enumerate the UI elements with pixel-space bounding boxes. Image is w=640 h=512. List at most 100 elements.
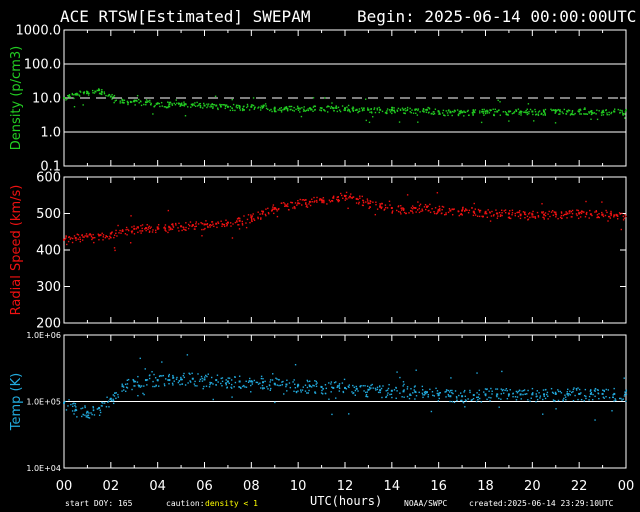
density-sample	[343, 109, 345, 111]
speed-sample	[271, 208, 274, 210]
density-sample	[300, 115, 303, 118]
speed-sample	[369, 202, 371, 205]
speed-sample	[372, 201, 374, 203]
speed-sample	[527, 219, 529, 221]
temp-sample	[451, 391, 453, 394]
density-sample	[103, 91, 106, 93]
temp-sample	[515, 390, 518, 393]
temp-sample	[227, 377, 229, 379]
temp-sample	[495, 395, 498, 397]
temp-sample	[438, 392, 441, 394]
speed-sample	[345, 197, 347, 199]
speed-sample	[472, 214, 475, 217]
density-sample	[156, 103, 158, 106]
speed-sample	[355, 202, 358, 204]
density-sample	[598, 110, 600, 112]
density-sample	[83, 92, 85, 95]
temp-sample	[438, 392, 440, 395]
temp-sample	[293, 390, 295, 392]
density-sample	[349, 111, 351, 113]
speed-sample	[209, 224, 211, 226]
temp-sample	[567, 388, 569, 391]
speed-sample	[531, 212, 533, 215]
temp-sample	[315, 380, 318, 383]
temp-sample	[623, 377, 625, 379]
speed-point	[133, 227, 136, 230]
temp-sample	[484, 394, 487, 397]
temp-sample	[137, 375, 139, 378]
temp-sample	[557, 399, 560, 402]
temp-sample	[308, 384, 311, 386]
speed-sample	[402, 209, 405, 211]
speed-sample	[400, 207, 402, 210]
temp-sample	[264, 380, 266, 383]
density-sample	[417, 109, 419, 112]
temp-sample	[64, 400, 66, 403]
speed-sample	[552, 214, 555, 216]
density-sample	[472, 114, 474, 116]
speed-sample	[602, 215, 605, 218]
speed-sample	[157, 224, 160, 226]
density-sample	[499, 114, 502, 116]
speed-sample	[471, 207, 473, 209]
temp-sample	[355, 385, 357, 388]
speed-sample	[391, 210, 394, 212]
temp-sample	[87, 416, 90, 419]
density-point	[472, 110, 475, 113]
temp-sample	[365, 394, 368, 396]
temp-sample	[458, 394, 460, 397]
temp-sample	[338, 384, 340, 387]
density-sample	[87, 94, 90, 96]
density-sample	[559, 110, 561, 112]
speed-sample	[379, 203, 382, 205]
density-sample	[526, 111, 529, 114]
density-sample	[285, 106, 288, 108]
density-sample	[354, 109, 357, 112]
density-sample	[540, 112, 543, 115]
density-sample	[384, 112, 387, 114]
temp-sample	[365, 391, 367, 394]
speed-sample	[328, 199, 331, 201]
density-sample	[518, 113, 520, 115]
speed-sample	[375, 203, 377, 206]
temp-series	[63, 354, 628, 421]
temp-sample	[176, 376, 178, 379]
temp-sample	[263, 387, 266, 389]
temp-sample	[625, 393, 628, 396]
speed-sample	[91, 238, 93, 241]
density-sample	[593, 112, 596, 114]
speed-sample	[187, 223, 190, 226]
temp-sample	[363, 390, 365, 392]
temp-sample	[152, 380, 154, 383]
density-sample	[406, 106, 409, 109]
temp-sample	[498, 406, 500, 408]
speed-point	[344, 194, 346, 197]
speed-sample	[534, 217, 537, 219]
temp-sample	[112, 402, 115, 405]
density-sample	[361, 109, 364, 112]
temp-sample	[131, 388, 133, 391]
density-sample	[396, 110, 399, 112]
temp-sample	[579, 393, 581, 395]
speed-sample	[347, 207, 349, 210]
speed-sample	[174, 222, 177, 225]
speed-sample	[489, 211, 491, 213]
speed-sample	[155, 231, 157, 234]
speed-sample	[359, 197, 361, 199]
speed-ytick-label: 200	[36, 317, 61, 332]
density-sample	[119, 102, 121, 104]
density-sample	[91, 89, 94, 92]
density-sample	[391, 112, 393, 115]
speed-sample	[583, 211, 585, 213]
temp-sample	[234, 376, 236, 379]
speed-sample	[207, 226, 209, 229]
speed-sample	[481, 215, 483, 218]
speed-sample	[495, 209, 497, 211]
speed-sample	[559, 216, 562, 219]
speed-sample	[70, 237, 72, 239]
speed-sample	[265, 208, 267, 210]
temp-sample	[496, 388, 499, 390]
density-sample	[187, 106, 189, 108]
density-sample	[602, 111, 605, 113]
density-sample	[406, 108, 409, 111]
